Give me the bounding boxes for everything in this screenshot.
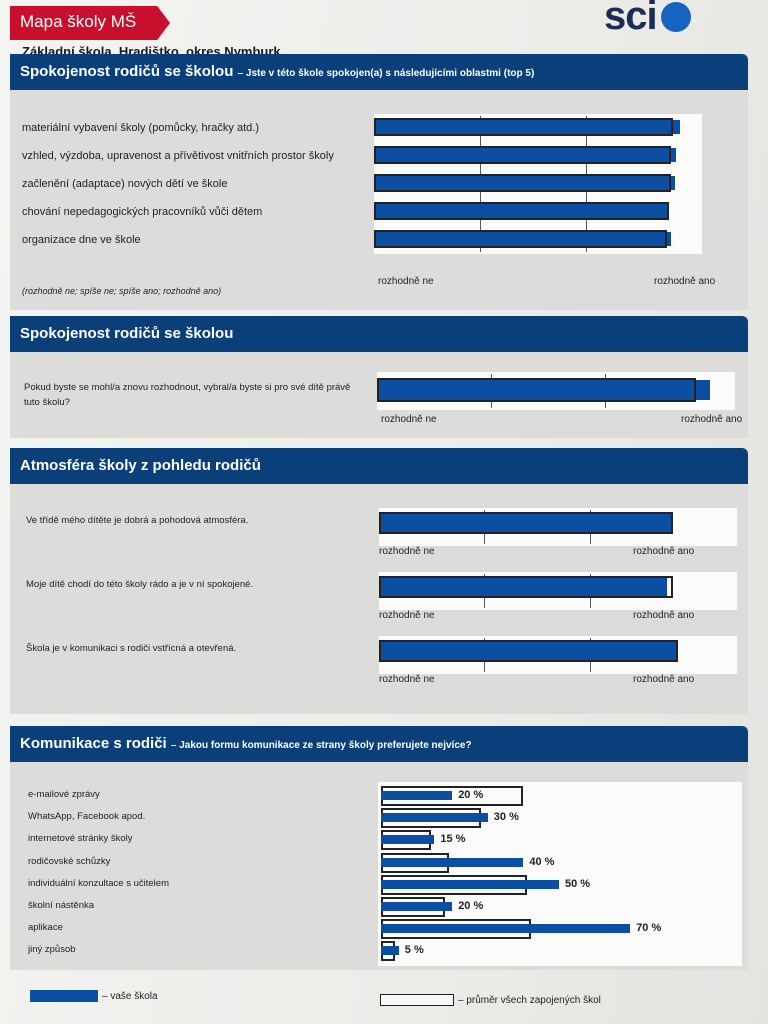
scale-min-label: rozhodně ne <box>379 610 435 621</box>
bar-school <box>381 835 435 845</box>
section-title: Spokojenost rodičů se školou <box>10 316 748 352</box>
data-label: 40 % <box>529 855 555 868</box>
bar-average <box>379 576 673 598</box>
row-label: chování nepedagogických pracovníků vůči … <box>22 206 263 218</box>
legend-average: – průměr všech zapojených škol <box>380 994 601 1006</box>
bar-school <box>374 204 669 218</box>
row-label: Moje dítě chodí do této školy rádo a je … <box>26 579 254 590</box>
bar-average <box>374 174 671 192</box>
bar-school <box>381 902 453 911</box>
scale-max-label: rozhodně ano <box>633 546 695 557</box>
legend-bar-swatch <box>30 990 98 1002</box>
row-label: jiný způsob <box>28 944 76 956</box>
bar-school <box>377 380 710 400</box>
data-label: 5 % <box>404 944 424 957</box>
bar-average <box>379 512 673 534</box>
bar-school <box>379 514 671 532</box>
section-title: Atmosféra školy z pohledu rodičů <box>10 448 748 484</box>
data-label: 30 % <box>493 811 519 824</box>
scale-min-label: rozhodně ne <box>379 546 435 557</box>
scale-max-label: rozhodně ano <box>654 276 716 287</box>
bar-average <box>379 640 679 662</box>
bar-school <box>374 148 677 162</box>
report-tag: Mapa školy MŠ <box>10 6 170 40</box>
bar-average <box>374 202 669 220</box>
scio-logo: sci <box>604 0 691 39</box>
bar-school <box>381 857 524 867</box>
scale-max-label: rozhodně ano <box>633 674 695 685</box>
row-label: e-mailové zprávy <box>28 789 100 800</box>
data-label: 20 % <box>458 789 484 801</box>
row-label: školní nástěnka <box>28 900 95 911</box>
bar-school <box>381 924 631 934</box>
row-label: Pokud byste se mohl/a znovu rozhodnout, … <box>24 382 351 408</box>
legend-ours: – vaše škola <box>30 990 158 1002</box>
bar-school <box>381 791 453 800</box>
row-label: materiální vybavení školy (pomůcky, hrač… <box>22 122 259 134</box>
section-title: Komunikace s rodiči – Jakou formu komuni… <box>10 726 748 762</box>
row-label: organizace dne ve škole <box>22 234 141 246</box>
bar-average <box>374 118 673 136</box>
row-label: rodičovské schůzky <box>28 855 111 867</box>
bar-average <box>374 230 667 248</box>
scale-min-label: rozhodně ne <box>378 276 434 287</box>
scale-min-label: rozhodně ne <box>379 674 435 685</box>
data-label: 50 % <box>565 877 591 890</box>
bar-track <box>378 782 742 966</box>
section-title: Spokojenost rodičů se školou – Jste v té… <box>10 54 748 90</box>
data-label: 70 % <box>636 922 662 935</box>
bar-average <box>374 146 671 164</box>
bar-school <box>381 946 399 956</box>
row-label: Škola je v komunikaci s rodiči vstřícná … <box>26 643 237 654</box>
row-label: WhatsApp, Facebook apod. <box>28 811 146 823</box>
bar-school <box>381 879 559 889</box>
bar-school <box>374 120 681 134</box>
bar-school <box>379 642 679 660</box>
section-satisfaction-choice: Spokojenost rodičů se školou <box>10 316 748 438</box>
row-label: internetové stránky školy <box>28 833 133 845</box>
bar-school <box>374 176 676 190</box>
row-label: individuální konzultace s učitelem <box>28 877 169 889</box>
row-label: vzhled, výzdoba, upravenost a přívětivos… <box>22 150 334 162</box>
bar-average <box>377 378 697 402</box>
scale-max-label: rozhodně ano <box>681 414 743 425</box>
bar-school <box>381 813 488 823</box>
row-label: aplikace <box>28 922 63 934</box>
bar-school <box>379 578 667 596</box>
scale-note: (rozhodně ne; spíše ne; spíše ano; rozho… <box>22 286 222 296</box>
data-label: 20 % <box>458 900 484 912</box>
data-label: 15 % <box>440 833 466 846</box>
row-label: začlenění (adaptace) nových dětí ve škol… <box>22 178 228 190</box>
bar-school <box>374 232 671 246</box>
logo-dot-icon <box>660 1 691 32</box>
scale-min-label: rozhodně ne <box>381 414 437 425</box>
scale-max-label: rozhodně ano <box>633 610 695 621</box>
legend-outline-swatch <box>380 994 454 1006</box>
row-label: Ve třídě mého dítěte je dobrá a pohodová… <box>26 515 249 526</box>
